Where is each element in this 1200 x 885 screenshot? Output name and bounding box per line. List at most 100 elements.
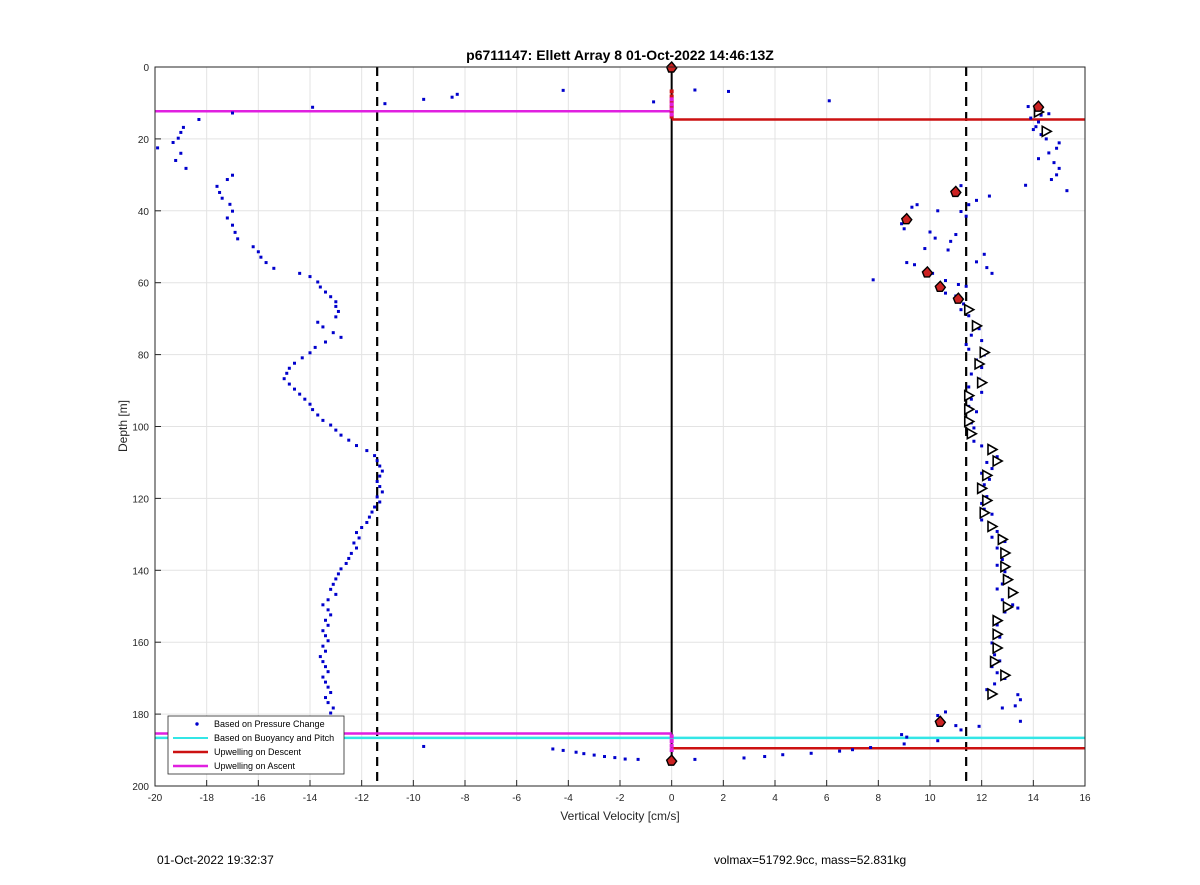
y-tick-label: 160 [132, 638, 149, 649]
pressure-point-ascent [352, 541, 356, 545]
pressure-point-descent [985, 495, 989, 499]
grid [154, 66, 1086, 787]
pressure-point-descent [980, 501, 984, 505]
pressure-point-ascent [347, 438, 351, 442]
pressure-point-ascent [365, 520, 369, 524]
pressure-point-descent [962, 302, 966, 306]
pressure-point-descent [1000, 598, 1004, 602]
pressure-point-descent [975, 410, 978, 414]
pressure-point-ascent [551, 747, 555, 751]
pressure-point-ascent [156, 146, 160, 150]
pressure-point-descent [995, 529, 999, 533]
pressure-point-descent [977, 724, 981, 728]
zero-line-descent-point [669, 99, 674, 104]
pressure-point-ascent [331, 706, 335, 710]
pressure-point-descent [1000, 706, 1004, 710]
zero-line-ascent-point [669, 107, 674, 112]
pressure-point-ascent [313, 345, 317, 349]
y-tick-label: 80 [138, 351, 150, 362]
zero-line-descent-point [669, 94, 674, 99]
x-tick-label: 0 [669, 793, 675, 804]
pressure-point-descent [969, 372, 973, 376]
pressure-point-descent [954, 724, 958, 728]
pressure-point-ascent [272, 266, 276, 270]
pressure-point-ascent [321, 660, 325, 664]
pressure-point-ascent [326, 623, 330, 627]
buoyancy-triangle-marker [987, 687, 999, 701]
pressure-point-ascent [349, 551, 353, 555]
pressure-point-descent [985, 460, 989, 464]
x-tick-label: -20 [148, 793, 163, 804]
pressure-point-ascent [316, 413, 320, 417]
pressure-point-descent [1044, 137, 1048, 141]
pressure-point-ascent [256, 250, 260, 254]
pressure-point-ascent [287, 366, 291, 370]
pressure-point-ascent [326, 639, 330, 643]
buoyancy-triangle-marker [992, 641, 1004, 655]
y-tick-label: 140 [132, 566, 149, 577]
pressure-point-ascent [184, 166, 188, 170]
pressure-point-descent [869, 746, 873, 750]
buoyancy-triangle-marker [987, 520, 999, 533]
descent-marker [934, 280, 947, 292]
buoyancy-triangle-marker [1000, 668, 1012, 682]
pressure-point-ascent [582, 752, 586, 756]
pressure-point-ascent [324, 634, 327, 638]
x-tick-label: 10 [924, 793, 936, 804]
x-tick-label: 16 [1079, 793, 1091, 804]
pressure-point-ascent [324, 696, 327, 700]
pressure-point-ascent [329, 587, 333, 591]
pressure-point-ascent [329, 691, 333, 695]
pressure-point-ascent [380, 469, 384, 473]
pressure-point-descent [967, 385, 971, 389]
zero-line-ascent-point [669, 102, 674, 107]
pressure-point-ascent [574, 750, 578, 754]
descent-marker [1032, 100, 1045, 112]
pressure-point-ascent [613, 756, 617, 760]
pressure-point-ascent [334, 315, 338, 319]
x-tick-label: -8 [461, 793, 470, 804]
x-tick-label: 6 [824, 793, 830, 804]
pressure-point-ascent [218, 190, 222, 194]
pressure-point-ascent [308, 402, 312, 406]
pressure-point-ascent [375, 459, 379, 463]
pressure-point-descent [1057, 141, 1061, 145]
pressure-point-ascent [450, 95, 454, 99]
pressure-point-descent [967, 347, 971, 351]
pressure-point-ascent [220, 196, 224, 200]
pressure-point-ascent [360, 526, 364, 530]
pressure-point-descent [1013, 704, 1017, 708]
legend: Based on Pressure Change Based on Buoyan… [167, 715, 345, 775]
pressure-point-ascent [378, 464, 382, 468]
pressure-point-ascent [174, 158, 178, 162]
reference-lines [376, 67, 968, 786]
pressure-point-descent [905, 735, 909, 739]
zero-line-ascent-point [669, 97, 674, 102]
y-tick-label: 0 [143, 63, 149, 74]
pressure-point-descent [944, 710, 947, 714]
pressure-point-descent [954, 233, 958, 237]
buoyancy-triangle-marker [974, 357, 986, 371]
pressure-point-ascent [365, 449, 369, 453]
pressure-point-ascent [324, 618, 327, 622]
pressure-point-descent [763, 755, 767, 759]
x-tick-label: -12 [354, 793, 369, 804]
pressure-point-ascent [321, 603, 325, 607]
pressure-point-descent [1003, 570, 1007, 574]
pressure-point-descent [851, 748, 854, 752]
pressure-point-ascent [318, 285, 322, 289]
x-tick-label: -16 [251, 793, 266, 804]
pressure-point-ascent [321, 325, 325, 329]
pressure-point-descent [809, 751, 813, 755]
pressure-point-descent [993, 653, 997, 657]
buoyancy-triangle-marker [982, 469, 994, 482]
pressure-point-descent [998, 635, 1002, 639]
pressure-point-ascent [367, 515, 371, 519]
pressure-point-descent [980, 444, 984, 448]
pressure-point-ascent [334, 304, 338, 308]
pressure-point-ascent [259, 255, 263, 259]
pressure-point-ascent [197, 117, 201, 121]
pressure-point-ascent [179, 151, 183, 155]
pressure-point-descent [995, 671, 999, 675]
pressure-point-ascent [373, 505, 377, 509]
